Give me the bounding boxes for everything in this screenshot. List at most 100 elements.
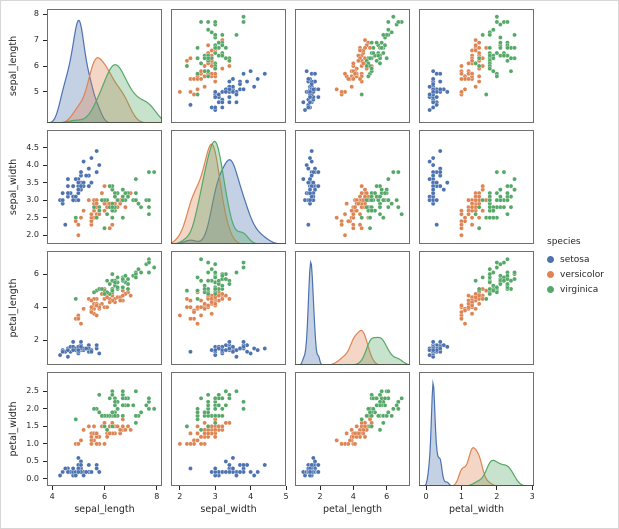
x-axis-label-petal_width: petal_width	[449, 504, 504, 515]
scatter-canvas	[419, 130, 534, 244]
x-tick-mark	[51, 486, 53, 490]
subplot-petal_length-vs-petal_length	[295, 251, 410, 365]
kde-canvas	[47, 9, 162, 123]
y-tick-mark	[43, 234, 47, 236]
y-tick-label: 7	[33, 35, 39, 45]
y-tick-label: 2.5	[26, 212, 39, 222]
y-tick-label: 8	[33, 9, 39, 19]
subplot-sepal_length-vs-sepal_length	[47, 9, 162, 123]
x-axis-label-petal_length: petal_length	[322, 504, 383, 515]
x-axis-label-sepal_width: sepal_width	[200, 504, 257, 515]
subplot-sepal_width-vs-petal_width	[419, 130, 534, 244]
x-tick-label: 8	[154, 492, 160, 501]
x-tick-mark	[531, 486, 533, 490]
y-tick-label: 4.5	[26, 142, 39, 152]
x-tick-label: 0	[423, 492, 429, 501]
scatter-canvas	[171, 251, 286, 365]
scatter-canvas	[419, 9, 534, 123]
y-axis-label-petal_width: petal_width	[8, 401, 19, 457]
y-tick-label: 2	[33, 335, 39, 345]
subplot-petal_width-vs-sepal_width	[171, 372, 286, 486]
x-tick-label: 4	[350, 492, 356, 501]
scatter-canvas	[295, 372, 410, 486]
x-tick-label: 6	[101, 492, 108, 501]
y-tick-label: 5	[33, 86, 39, 96]
y-tick-label: 2.0	[26, 403, 39, 413]
subplot-petal_width-vs-petal_length	[295, 372, 410, 486]
y-tick-mark	[43, 425, 47, 427]
legend-marker-setosa-icon	[547, 256, 554, 263]
x-tick-label: 2	[177, 492, 183, 501]
y-tick-mark	[43, 182, 47, 184]
x-tick-label: 5	[283, 492, 289, 501]
x-tick-mark	[285, 486, 287, 490]
scatter-canvas	[295, 9, 410, 123]
y-tick-mark	[43, 217, 47, 219]
legend-label-virginica: virginica	[560, 284, 599, 295]
y-tick-mark	[43, 339, 47, 341]
legend-label-versicolor: versicolor	[560, 269, 604, 280]
x-tick-mark	[104, 486, 105, 490]
legend-marker-virginica-icon	[547, 286, 554, 293]
x-tick-mark	[214, 486, 216, 490]
y-tick-mark	[43, 390, 47, 392]
kde-canvas	[171, 130, 286, 244]
y-tick-mark	[43, 408, 47, 410]
y-tick-mark	[43, 306, 47, 308]
y-axis-label-sepal_length: sepal_length	[8, 35, 19, 97]
y-tick-label: 6	[33, 61, 39, 70]
y-tick-mark	[43, 39, 47, 41]
x-tick-label: 3	[529, 492, 535, 501]
legend-entry-virginica: virginica	[547, 282, 604, 297]
x-tick-mark	[250, 486, 252, 490]
y-tick-mark	[43, 164, 47, 166]
scatter-canvas	[47, 130, 162, 244]
y-tick-label: 1.5	[26, 421, 39, 431]
y-tick-mark	[43, 91, 47, 93]
subplot-sepal_length-vs-petal_length	[295, 9, 410, 123]
y-tick-label: 0.0	[26, 473, 39, 483]
scatter-canvas	[419, 251, 534, 365]
x-axis-label-sepal_length: sepal_length	[74, 504, 135, 515]
y-tick-label: 0.5	[26, 456, 39, 466]
y-tick-mark	[43, 199, 47, 201]
x-tick-mark	[319, 486, 321, 490]
x-tick-mark	[496, 486, 498, 490]
subplot-sepal_width-vs-sepal_length	[47, 130, 162, 244]
subplot-petal_width-vs-sepal_length	[47, 372, 162, 486]
x-tick-label: 6	[384, 492, 390, 501]
x-tick-mark	[179, 486, 181, 490]
y-tick-label: 2.0	[26, 230, 39, 240]
x-tick-mark	[352, 486, 354, 490]
scatter-canvas	[47, 372, 162, 486]
kde-canvas	[295, 251, 410, 365]
subplot-petal_length-vs-petal_width	[419, 251, 534, 365]
x-tick-label: 4	[248, 492, 254, 501]
y-tick-mark	[43, 147, 47, 149]
subplot-sepal_length-vs-petal_width	[419, 9, 534, 123]
subplot-sepal_width-vs-sepal_width	[171, 130, 286, 244]
y-tick-label: 4	[33, 302, 39, 312]
legend-marker-versicolor-icon	[547, 271, 554, 278]
x-tick-label: 3	[212, 492, 218, 501]
x-tick-label: 1	[458, 492, 464, 501]
y-tick-mark	[43, 13, 47, 15]
y-tick-mark	[43, 478, 47, 480]
scatter-canvas	[47, 251, 162, 365]
x-tick-label: 2	[317, 492, 323, 501]
y-axis-label-sepal_width: sepal_width	[8, 158, 19, 216]
x-tick-mark	[386, 486, 388, 490]
subplot-sepal_width-vs-petal_length	[295, 130, 410, 244]
x-tick-mark	[156, 486, 158, 490]
legend-title: species	[547, 237, 581, 247]
subplot-petal_length-vs-sepal_width	[171, 251, 286, 365]
legend-label-setosa: setosa	[560, 254, 590, 265]
y-axis-label-petal_length: petal_length	[8, 278, 19, 338]
scatter-canvas	[171, 372, 286, 486]
y-tick-mark	[43, 65, 47, 67]
legend-entry-versicolor: versicolor	[547, 267, 604, 282]
scatter-canvas	[295, 130, 410, 244]
subplot-petal_length-vs-sepal_length	[47, 251, 162, 365]
y-tick-label: 1.0	[26, 438, 39, 448]
